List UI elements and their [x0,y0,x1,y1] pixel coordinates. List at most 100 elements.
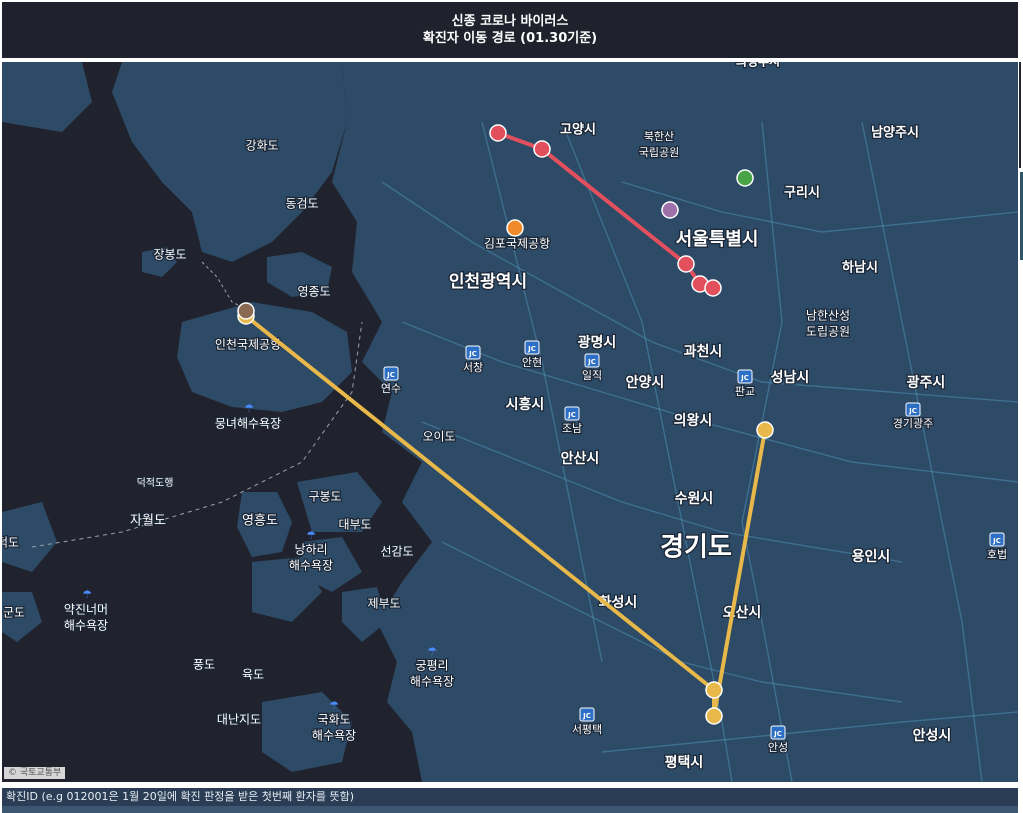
place-label-gwacheon: 과천시 [684,344,723,360]
jc-markers: JC 연수 JC 서창 JC 안현 JC 일직 JC 판교 JC 조남 JC JC 호법 JC 서평택 JC 안성 [380,340,1008,755]
place-label-deokjeok: 덕적도행 [137,477,174,489]
place-label-seongam: 선감도 [380,545,413,559]
place-label-yeongheung: 영흥도 [242,514,278,529]
place-label-gwangju: 광주시 [907,374,946,391]
route-stop-marker[interactable] [677,255,695,273]
jc-label-joam: 조남 [562,422,582,435]
jc-label-anhyeon: 안현 [522,356,542,369]
place-label-yukdo: 육도 [242,668,264,682]
place-label-hahari: 낭하리 [294,543,327,557]
jc-badge-text: JC [773,730,782,738]
place-label-anyang: 안양시 [626,374,665,391]
place-label-uiwang: 의왕시 [674,412,713,429]
side-panel-edge-accent [1020,172,1023,260]
case-location-marker[interactable] [736,169,754,187]
place-label-incheon-airport: 인천국제공항 [215,337,281,352]
place-label-oido: 오이도 [422,430,455,444]
place-label-gungpyeong2: 해수욕장 [410,675,454,689]
jc-badge-text: JC [992,537,1001,545]
side-panel-edge [1019,62,1021,168]
place-label-hanam: 하남시 [842,260,878,276]
place-label-anseong: 안성시 [913,727,952,744]
jc-badge-text: JC [740,374,749,382]
place-label-pungdo: 풍도 [193,658,215,672]
jc-label-ilzik: 일직 [582,368,602,382]
land-areas [2,62,1018,782]
place-label-namhansan2: 도립공원 [806,325,850,339]
jc-marker: JC 서창 [462,345,484,375]
place-label-jawol: 자월도 [130,514,166,529]
jc-badge-text: JC [908,407,917,415]
place-label-guri: 구리시 [784,185,820,201]
place-label-gunkdo: 군도 [3,606,25,620]
beach-umbrella-icon: ☂ [306,529,316,542]
place-label-ganghwa: 강화도 [245,139,278,153]
place-label-suwon: 수원시 [675,491,714,507]
place-label-ongin-isl: 덕도 [2,536,19,550]
route-stop-marker[interactable] [533,140,551,158]
jc-label-hobeop: 호법 [987,548,1007,561]
jc-badge-text: JC [582,712,591,720]
place-label-daebu: 대부도 [338,518,371,532]
case-location-marker[interactable] [237,302,255,320]
place-label-siheung: 시흥시 [506,396,545,413]
route-markers [237,169,754,320]
place-label-yongin: 용인시 [852,548,891,565]
place-label-yangju: 의정부시 [736,62,780,69]
place-label-gyeonggi-gwangju: 경기광주 [893,417,933,430]
jc-marker: JC 연수 [380,366,402,396]
place-label-gukhwa2: 해수욕장 [312,729,356,743]
beach-umbrella-icon: ☂ [82,588,92,601]
place-label-ansan: 안산시 [561,450,600,467]
place-label-mollyeo-beach: 뭉녀해수욕장 [215,417,281,431]
route-stop-marker[interactable] [705,681,723,699]
place-label-yakjin: 약진너머 [64,602,108,617]
jc-marker: JC 호법 [986,532,1008,562]
jc-label-pangyo: 판교 [735,385,755,398]
header-subtitle: 확진자 이동 경로 (01.30기준) [422,31,598,46]
case-location-marker[interactable] [661,201,679,219]
jc-badge-text: JC [567,411,576,419]
place-label-gubong: 구봉도 [308,490,341,504]
place-label-osan: 오산시 [723,604,762,621]
place-label-gyeonggi: 경기도 [660,533,732,563]
route-lines [237,124,774,725]
route-stop-marker[interactable] [704,279,722,297]
place-label-jebu: 제부도 [367,597,400,611]
place-label-namyangju: 남양주시 [871,125,919,141]
place-label-pyeongtaek: 평택시 [665,754,704,771]
jc-marker: JC 조남 [561,406,583,436]
place-label-donggeom: 동검도 [285,197,318,211]
route-stop-marker[interactable] [705,707,723,725]
place-label-gungpyeong: 궁평리 [415,659,448,673]
place-label-bukhansan: 북한산 [644,130,674,143]
map-frame[interactable]: JC 연수 JC 서창 JC 안현 JC 일직 JC 판교 JC 조남 JC JC 호법 JC 서평택 JC 안성 … [2,62,1018,782]
place-label-gwangmyeong: 광명시 [578,334,617,351]
header-title: 신종 코로나 바이러스 [451,14,569,29]
route-line[interactable] [244,314,767,718]
legend-bar: 확진ID (e.g 012001은 1월 20일에 확진 판정을 받은 첫번째 … [2,788,1018,806]
place-label-seongnam: 성남시 [771,369,810,386]
jc-marker: JC [905,402,921,417]
ferry-route [31,321,363,548]
route-stop-marker[interactable] [756,421,774,439]
jc-marker: JC 안성 [767,725,789,755]
jc-badge-text: JC [468,350,477,358]
jc-marker: JC 서평택 [571,707,603,737]
jc-label-anseong-jc: 안성 [768,741,788,754]
route-stop-marker[interactable] [489,124,507,142]
place-label-gukhwa: 국화도 [317,713,350,727]
place-label-incheon: 인천광역시 [449,272,527,292]
jc-marker: JC 안현 [521,340,543,370]
place-label-goyang: 고양시 [560,123,596,138]
beach-icons: ☂ ☂ ☂ ☂ ☂ [82,402,437,712]
jc-marker: JC 일직 [581,353,603,383]
place-label-hahari2: 해수욕장 [289,559,333,573]
place-label-hwaseong: 화성시 [599,595,638,611]
place-label-yakjin2: 해수욕장 [64,619,108,633]
case-location-marker[interactable] [506,219,524,237]
place-label-gimpo-airport: 김포국제공항 [484,237,550,251]
beach-umbrella-icon: ☂ [329,699,339,712]
